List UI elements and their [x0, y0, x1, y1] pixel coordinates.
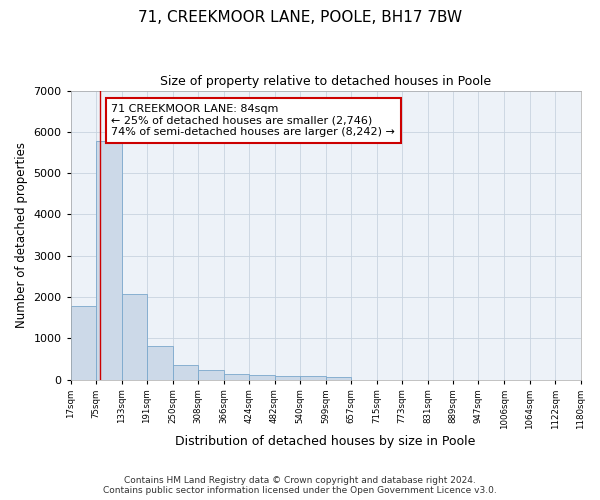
- X-axis label: Distribution of detached houses by size in Poole: Distribution of detached houses by size …: [175, 434, 476, 448]
- Text: Contains HM Land Registry data © Crown copyright and database right 2024.
Contai: Contains HM Land Registry data © Crown c…: [103, 476, 497, 495]
- Bar: [198, 370, 224, 380]
- Bar: [173, 364, 198, 380]
- Text: 71 CREEKMOOR LANE: 84sqm
← 25% of detached houses are smaller (2,746)
74% of sem: 71 CREEKMOOR LANE: 84sqm ← 25% of detach…: [112, 104, 395, 137]
- Bar: [326, 377, 351, 380]
- Bar: [147, 346, 173, 380]
- Bar: [275, 376, 300, 380]
- Bar: [96, 141, 122, 380]
- Text: 71, CREEKMOOR LANE, POOLE, BH17 7BW: 71, CREEKMOOR LANE, POOLE, BH17 7BW: [138, 10, 462, 25]
- Bar: [224, 374, 249, 380]
- Bar: [249, 375, 275, 380]
- Bar: [122, 294, 147, 380]
- Title: Size of property relative to detached houses in Poole: Size of property relative to detached ho…: [160, 75, 491, 88]
- Y-axis label: Number of detached properties: Number of detached properties: [15, 142, 28, 328]
- Bar: [71, 306, 96, 380]
- Bar: [300, 376, 326, 380]
